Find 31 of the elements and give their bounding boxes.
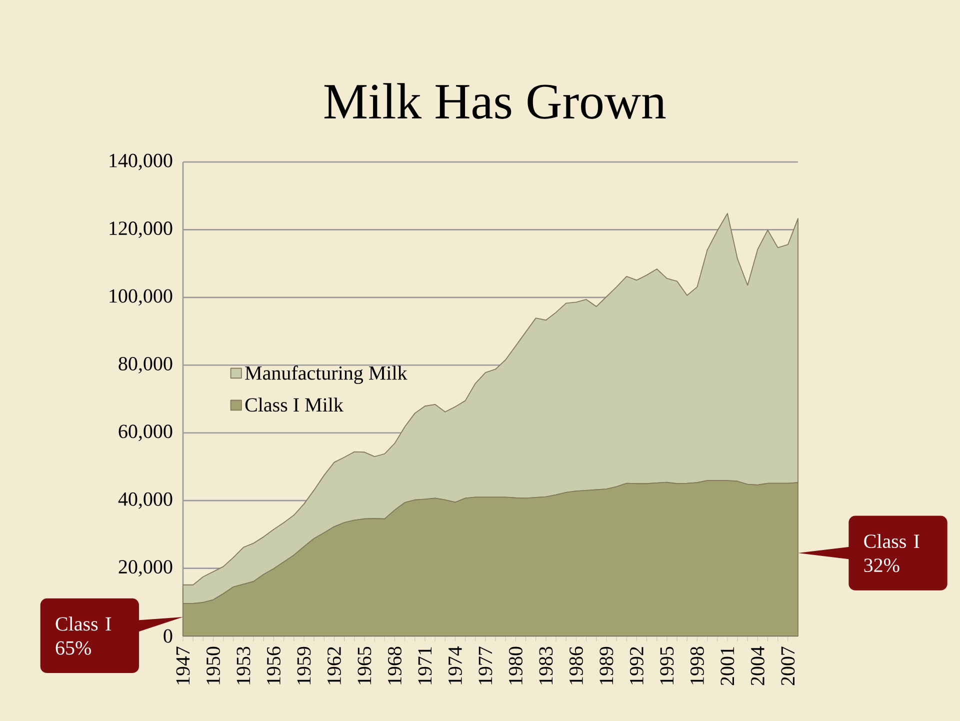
x-tick-label: 1953 xyxy=(236,646,250,684)
y-tick-label: 40,000 xyxy=(118,492,172,509)
x-tick-label: 1977 xyxy=(478,646,492,684)
y-tick-label: 120,000 xyxy=(110,222,172,238)
x-tick-label: 1968 xyxy=(388,646,402,684)
x-tick-label: 1965 xyxy=(358,646,372,684)
x-tick-label: 1959 xyxy=(297,646,311,684)
x-tick-label: 1992 xyxy=(630,647,644,684)
x-tick-label: 2004 xyxy=(750,646,764,686)
x-tick-label: 1995 xyxy=(660,646,674,684)
x-tick-label: 1950 xyxy=(206,646,220,684)
y-tick-label: 100,000 xyxy=(110,289,172,306)
x-tick-label: 1971 xyxy=(418,647,432,684)
x-tick-label: 1956 xyxy=(267,646,280,684)
y-tick-label: 60,000 xyxy=(118,424,172,442)
x-tick-label: 1983 xyxy=(539,646,553,684)
legend-label: Class I Milk xyxy=(245,398,344,412)
y-tick-label: 80,000 xyxy=(118,356,172,374)
x-tick-label: 1989 xyxy=(600,646,614,684)
chart-title: Milk Has Grown xyxy=(324,83,666,119)
x-tick-label: 2001 xyxy=(720,647,734,686)
x-tick-label: 1980 xyxy=(508,646,522,684)
x-tick-label: 1962 xyxy=(328,647,341,684)
x-tick-label: 1947 xyxy=(176,646,190,684)
x-tick-label: 1986 xyxy=(569,646,583,684)
x-tick-label: 1998 xyxy=(690,646,704,684)
x-tick-label: 1974 xyxy=(448,646,462,684)
y-tick-label: 20,000 xyxy=(118,560,172,576)
y-tick-label: 140,000 xyxy=(110,154,172,170)
x-tick-label: 2007 xyxy=(781,646,795,686)
legend-label: Manufacturing Milk xyxy=(245,366,408,384)
